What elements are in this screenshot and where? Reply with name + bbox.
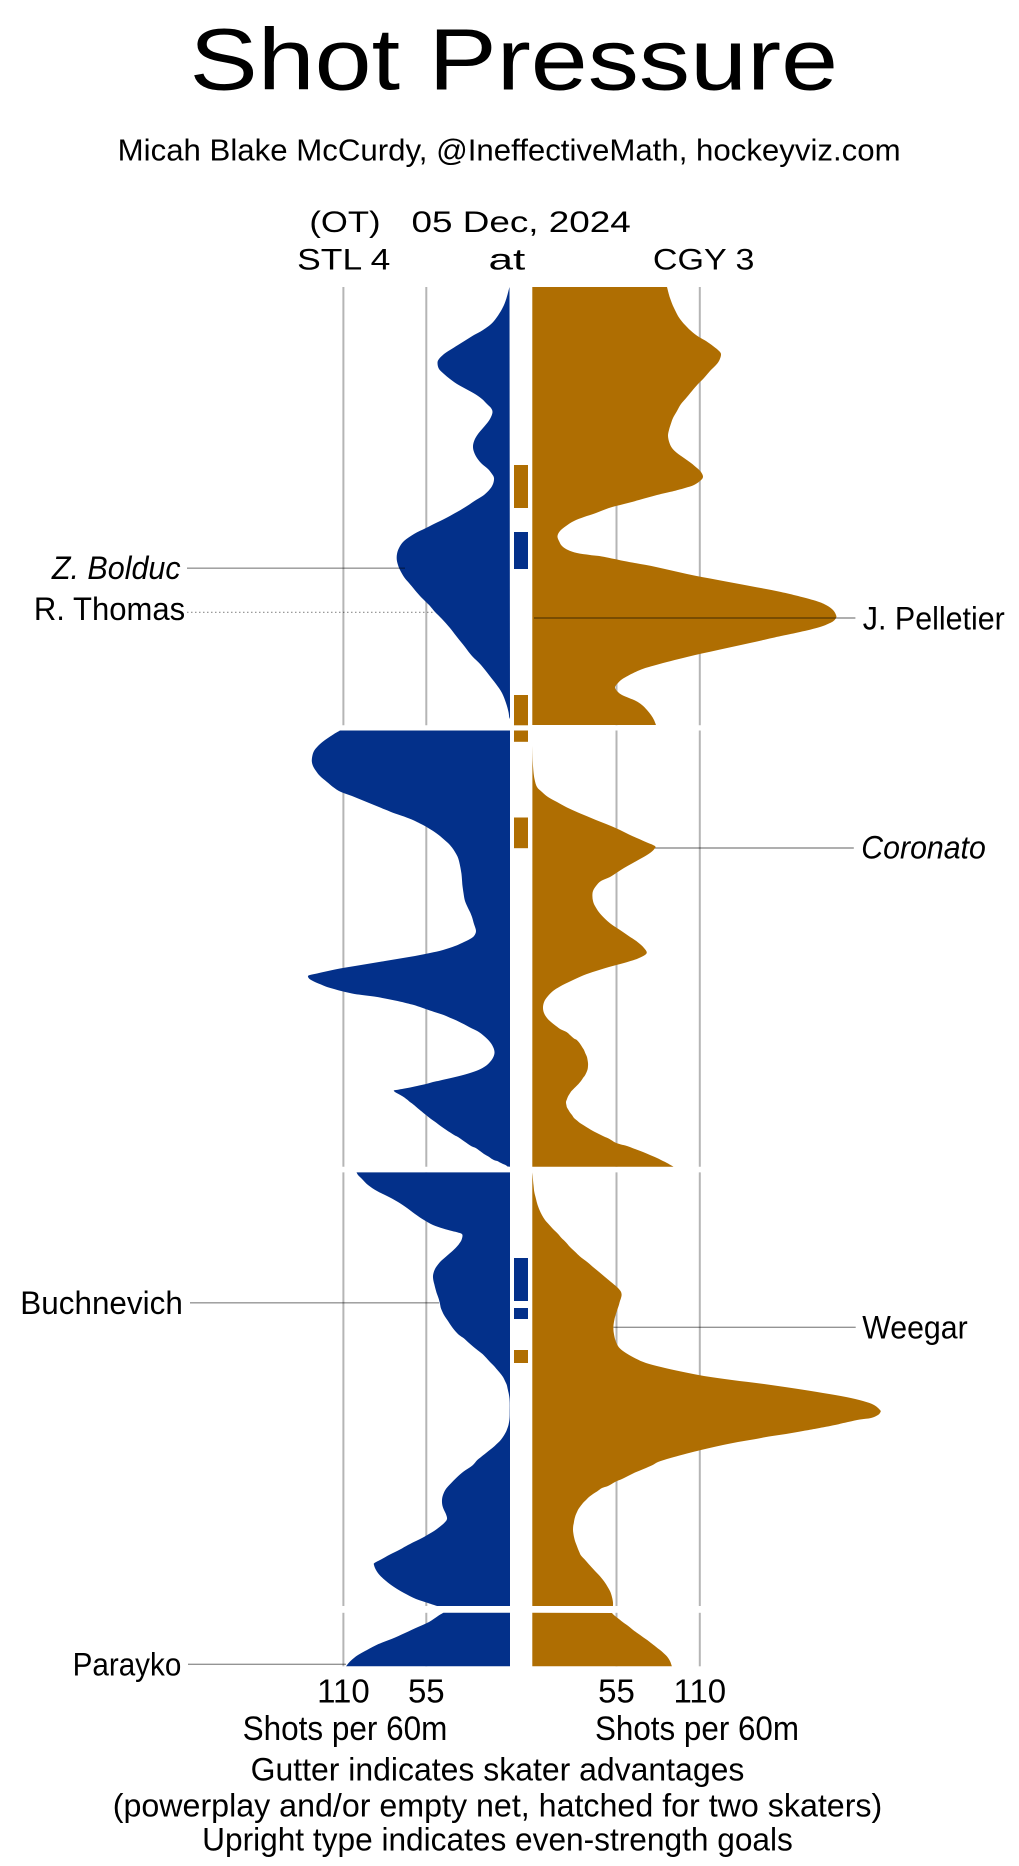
- svg-text:110: 110: [673, 1673, 726, 1710]
- svg-text:Micah Blake McCurdy, @Ineffect: Micah Blake McCurdy, @IneffectiveMath, h…: [118, 133, 901, 168]
- svg-text:Coronato: Coronato: [861, 830, 986, 866]
- svg-text:R. Thomas: R. Thomas: [34, 591, 185, 627]
- svg-text:Gutter indicates skater advant: Gutter indicates skater advantages: [251, 1751, 745, 1787]
- svg-text:Buchnevich: Buchnevich: [20, 1285, 183, 1321]
- svg-text:110: 110: [317, 1673, 370, 1710]
- svg-text:Shots per 60m: Shots per 60m: [243, 1710, 448, 1748]
- svg-text:Shots per 60m: Shots per 60m: [595, 1710, 799, 1748]
- svg-text:(OT): (OT): [309, 206, 380, 239]
- svg-text:CGY 3: CGY 3: [653, 244, 755, 277]
- svg-text:Upright type indicates even-st: Upright type indicates even-strength goa…: [202, 1822, 793, 1858]
- svg-text:(powerplay and/or empty net, h: (powerplay and/or empty net, hatched for…: [113, 1788, 882, 1824]
- svg-text:Shot Pressure: Shot Pressure: [190, 12, 839, 109]
- svg-text:05 Dec, 2024: 05 Dec, 2024: [412, 206, 631, 239]
- svg-text:55: 55: [598, 1673, 635, 1710]
- svg-text:J. Pelletier: J. Pelletier: [863, 601, 1005, 637]
- svg-text:at: at: [489, 244, 527, 277]
- svg-text:Parayko: Parayko: [73, 1646, 182, 1682]
- svg-text:55: 55: [408, 1673, 445, 1710]
- svg-text:Z. Bolduc: Z. Bolduc: [51, 550, 181, 586]
- svg-text:STL 4: STL 4: [297, 244, 390, 277]
- svg-text:Weegar: Weegar: [862, 1310, 968, 1346]
